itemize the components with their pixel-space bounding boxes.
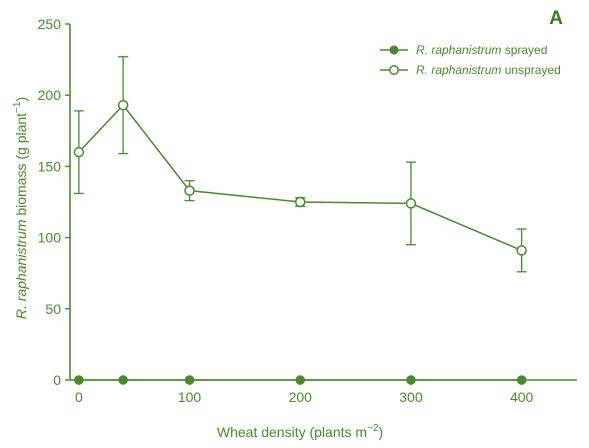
y-axis-title-sup: −1 — [12, 101, 23, 113]
data-point-sprayed — [406, 375, 416, 385]
y-tick-label: 50 — [45, 301, 61, 317]
y-tick-label: 100 — [38, 230, 62, 246]
series-line-unsprayed — [78, 104, 522, 252]
data-point-sprayed — [74, 375, 84, 385]
data-point-unsprayed — [405, 198, 417, 209]
x-tick-label: 0 — [75, 389, 83, 405]
legend-marker — [389, 45, 399, 55]
y-tick-label: 250 — [38, 16, 62, 32]
y-tick-label: 150 — [38, 158, 62, 174]
y-axis-title-tail: ) — [13, 97, 29, 102]
data-point-sprayed — [516, 375, 527, 385]
y-tick-label: 200 — [38, 87, 62, 103]
x-axis-title-main: Wheat density (plants m — [217, 424, 367, 440]
data-point-sprayed — [184, 375, 195, 385]
data-point-unsprayed — [73, 146, 85, 158]
data-point-sprayed — [118, 375, 128, 385]
x-axis-title-tail: ) — [378, 424, 383, 440]
x-axis-title: Wheat density (plants m−2) — [217, 423, 383, 440]
legend-marker — [389, 65, 399, 75]
legend-label-species: R. raphanistrum — [416, 63, 501, 77]
data-point-sprayed — [295, 375, 306, 385]
y-axis-title-italic: R. raphanistrum — [13, 219, 29, 319]
y-axis-title: R. raphanistrum biomass (g plant−1) — [12, 97, 29, 319]
panel-letter: A — [549, 8, 563, 29]
y-tick-label: 0 — [53, 372, 61, 388]
axes: 0 50 100 150 200 250 0 100 200 300 400 — [38, 16, 577, 405]
x-tick-label: 400 — [510, 389, 534, 405]
legend-label-species: R. raphanistrum — [416, 43, 501, 57]
data-point-unsprayed — [295, 196, 306, 208]
data-point-unsprayed — [516, 245, 527, 256]
data-point-unsprayed — [184, 185, 195, 196]
legend-label-treatment: sprayed — [501, 43, 547, 57]
x-tick-label: 100 — [178, 389, 202, 405]
legend-label-treatment: unsprayed — [501, 63, 560, 77]
legend-label: R. raphanistrum unsprayed — [416, 63, 561, 77]
legend-label: R. raphanistrum sprayed — [416, 43, 547, 57]
data-point-unsprayed — [117, 99, 129, 111]
x-axis-title-sup: −2 — [367, 423, 379, 434]
x-tick-label: 300 — [399, 389, 423, 405]
x-tick-label: 200 — [289, 389, 313, 405]
plot-area — [73, 56, 527, 385]
y-axis-title-main: biomass (g plant — [13, 113, 29, 220]
